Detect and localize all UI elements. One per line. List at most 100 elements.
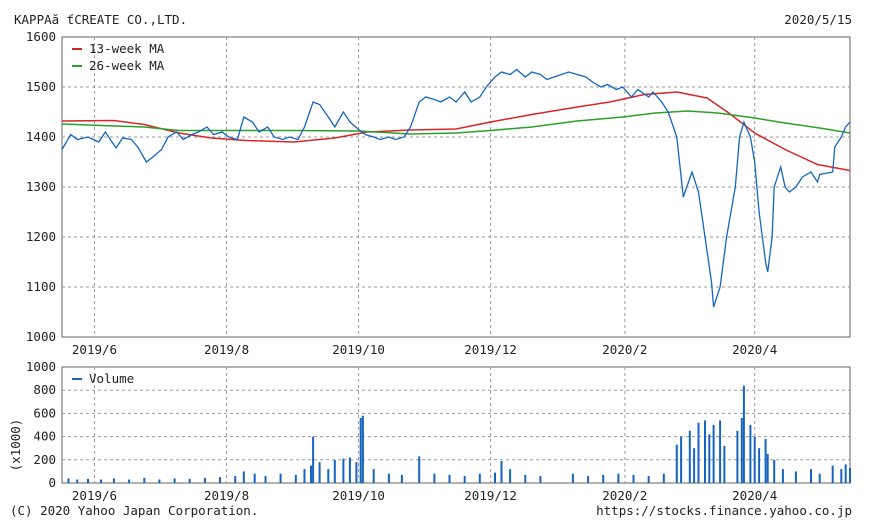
volume-bar	[697, 422, 700, 483]
volume-bar	[87, 478, 89, 483]
volume-bar	[849, 467, 851, 483]
volume-bar	[448, 474, 451, 483]
volume-bar	[355, 462, 358, 483]
volume-bar	[680, 436, 683, 483]
y-tick-label: 1000	[26, 329, 56, 344]
y-tick-label: 1300	[26, 179, 56, 194]
y-axis-unit-label: (x1000)	[8, 419, 23, 472]
volume-bar	[781, 469, 784, 483]
volume-bar	[234, 476, 237, 483]
volume-bar	[173, 478, 176, 483]
volume-bar	[500, 461, 503, 483]
volume-bar	[359, 418, 362, 483]
source-url[interactable]: https://stocks.finance.yahoo.co.jp	[596, 503, 852, 518]
legend-label-26-week: 26-week MA	[89, 58, 165, 73]
volume-bar	[113, 478, 115, 483]
volume-bar	[632, 474, 635, 483]
y-tick-label: 400	[33, 429, 56, 444]
volume-bar	[333, 459, 336, 483]
volume-bar	[242, 471, 245, 483]
volume-bar	[100, 479, 102, 483]
x-tick-label: 2020/2	[602, 342, 647, 357]
volume-bar	[418, 456, 421, 483]
x-tick-label: 2019/12	[464, 488, 517, 503]
x-tick-label: 2019/8	[204, 342, 249, 357]
volume-bar	[704, 420, 706, 483]
volume-bar	[742, 385, 745, 483]
volume-bar	[602, 474, 605, 483]
volume-bar	[723, 445, 726, 483]
plot-frame	[61, 36, 851, 338]
volume-bar	[844, 464, 847, 483]
y-tick-label: 1400	[26, 129, 56, 144]
volume-bar	[539, 476, 542, 483]
y-tick-label: 0	[48, 475, 56, 490]
x-tick-label: 2019/10	[332, 488, 385, 503]
ma13-line	[61, 91, 851, 172]
volume-bar	[617, 473, 620, 483]
volume-bar	[219, 477, 221, 483]
volume-bar	[143, 477, 146, 483]
volume-bar	[463, 476, 466, 483]
x-tick-label: 2019/6	[72, 342, 117, 357]
ma26-line	[61, 110, 851, 135]
volume-bar	[773, 459, 776, 483]
volume-bar	[736, 430, 739, 483]
legend-label-volume: Volume	[89, 371, 134, 386]
volume-bar	[818, 473, 821, 483]
volume-bar	[766, 454, 769, 483]
volume-bar	[758, 448, 761, 483]
x-tick-label: 2020/4	[732, 342, 777, 357]
volume-bar	[294, 474, 297, 483]
volume-bar	[310, 465, 312, 483]
plot-frame	[61, 366, 851, 484]
volume-bar	[764, 438, 767, 483]
volume-bar	[587, 476, 590, 483]
volume-bar	[647, 476, 650, 483]
y-tick-label: 1200	[26, 229, 56, 244]
legend-label-13-week: 13-week MA	[89, 41, 165, 56]
volume-bar	[433, 473, 436, 483]
x-tick-label: 2019/6	[72, 488, 117, 503]
volume-bar	[840, 469, 843, 483]
volume-bar	[712, 425, 715, 483]
y-tick-label: 1600	[26, 29, 56, 44]
volume-bar	[708, 434, 711, 483]
volume-bar	[279, 473, 282, 483]
x-tick-label: 2019/10	[332, 342, 385, 357]
volume-bar	[675, 444, 678, 483]
x-tick-label: 2020/2	[602, 488, 647, 503]
x-tick-label: 2019/12	[464, 342, 517, 357]
volume-bar	[318, 462, 321, 483]
volume-bar	[342, 458, 345, 483]
volume-bar	[203, 477, 206, 483]
chart-date: 2020/5/15	[784, 12, 852, 27]
volume-bar	[749, 425, 752, 483]
volume-bar	[794, 471, 797, 483]
price-line	[61, 68, 851, 308]
volume-bar	[740, 418, 743, 483]
volume-bar	[693, 448, 696, 483]
volume-bar	[361, 415, 364, 483]
volume-bar	[312, 436, 315, 483]
volume-bar	[372, 469, 375, 483]
volume-bar	[327, 469, 330, 483]
x-tick-label: 2019/8	[204, 488, 249, 503]
volume-bar	[253, 473, 256, 483]
volume-bar	[831, 465, 834, 483]
copyright: (C) 2020 Yahoo Japan Corporation.	[10, 503, 259, 518]
y-tick-label: 1100	[26, 279, 56, 294]
y-tick-label: 200	[33, 452, 56, 467]
volume-bar	[387, 473, 390, 483]
volume-bar	[188, 478, 191, 483]
volume-bar	[400, 474, 403, 483]
company-name: KAPPAă ťCREATE CO.,LTD.	[14, 12, 188, 27]
y-tick-label: 600	[33, 405, 56, 420]
volume-bar	[571, 473, 574, 483]
volume-bar	[494, 472, 496, 483]
volume-bar	[348, 457, 351, 483]
volume-bar	[662, 473, 665, 483]
volume-bar	[76, 479, 79, 483]
volume-bar	[524, 474, 527, 483]
